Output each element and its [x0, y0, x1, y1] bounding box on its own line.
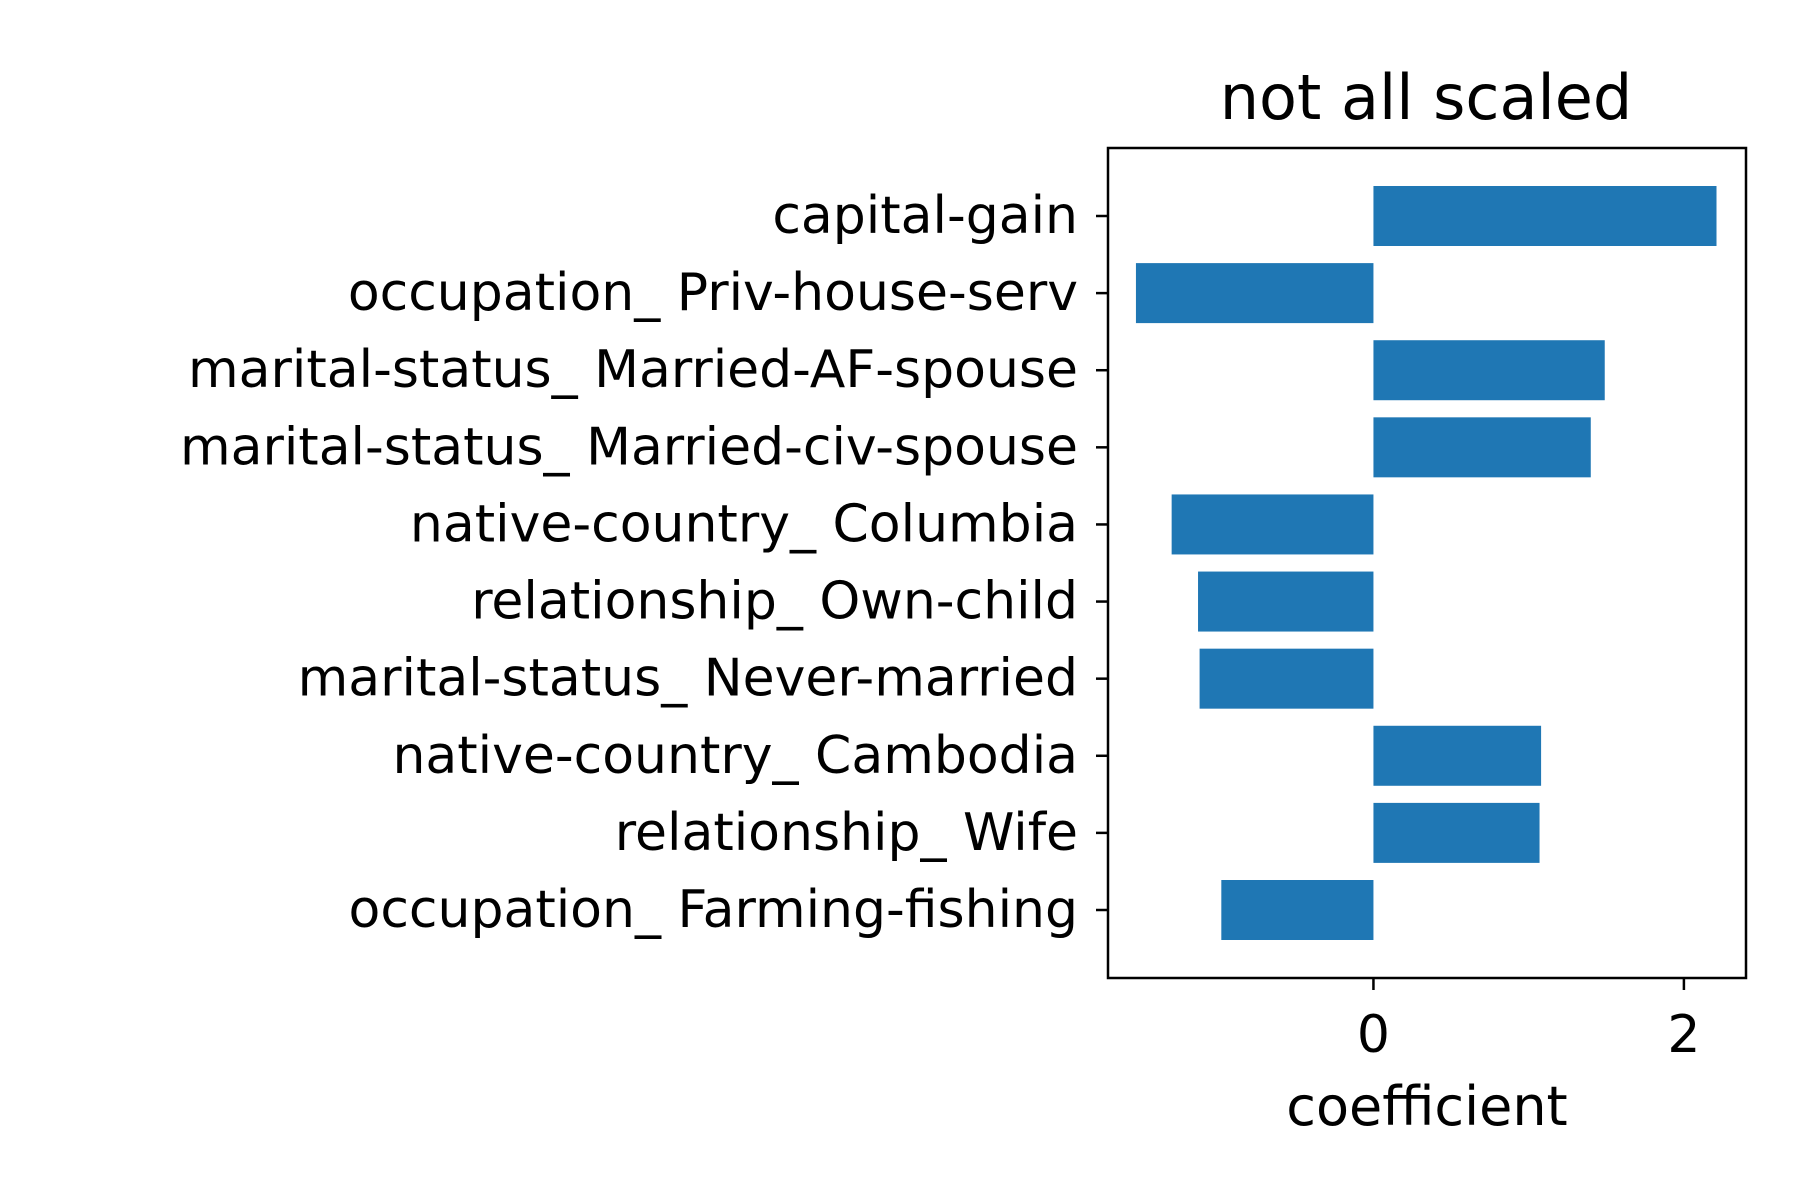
- x-tick-label: 0: [1357, 1005, 1390, 1065]
- bar: [1373, 802, 1540, 863]
- y-tick-label: marital-status_ Married-civ-spouse: [180, 417, 1078, 477]
- bars-layer: [1135, 186, 1717, 940]
- plot-frame: [1106, 146, 1748, 980]
- bar: [1199, 648, 1374, 709]
- y-tick-label: marital-status_ Married-AF-spouse: [188, 340, 1078, 400]
- y-tick-label: relationship_ Wife: [615, 803, 1078, 863]
- chart-title: not all scaled: [1220, 61, 1633, 134]
- y-tick-label: occupation_ Priv-house-serv: [348, 263, 1078, 323]
- y-tick-label: occupation_ Farming-fishing: [349, 880, 1078, 940]
- y-tick-label: marital-status_ Never-married: [298, 649, 1078, 709]
- y-tick-label: capital-gain: [772, 186, 1078, 246]
- y-tick-label: native-country_ Columbia: [410, 494, 1078, 554]
- x-tick-label: 2: [1667, 1005, 1700, 1065]
- bar: [1135, 263, 1374, 324]
- bar: [1198, 571, 1374, 632]
- bar: [1373, 186, 1717, 246]
- x-axis-label: coefficient: [1286, 1075, 1567, 1138]
- bar: [1373, 417, 1591, 478]
- bar: [1221, 880, 1374, 940]
- y-axis-ticks: capital-gain occupation_ Priv-house-serv m…: [180, 186, 1108, 940]
- bar: [1171, 494, 1374, 555]
- bar: [1373, 340, 1605, 401]
- y-tick-label: native-country_ Cambodia: [392, 726, 1078, 786]
- y-tick-label: relationship_ Own-child: [471, 572, 1078, 632]
- bar: [1373, 725, 1542, 786]
